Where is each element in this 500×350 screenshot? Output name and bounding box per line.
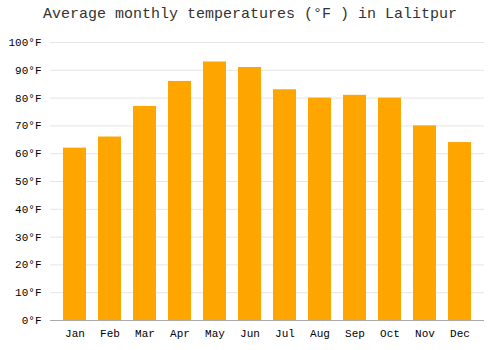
html-text:Average monthly temperatures (: Average monthly temperatures (°F ) in La… [43, 6, 457, 23]
svg-text:Oct: Oct [380, 328, 400, 340]
svg-text:Mar: Mar [135, 328, 155, 340]
svg-text:May: May [205, 328, 225, 340]
svg-text:20°F: 20°F [15, 259, 41, 271]
svg-text:50°F: 50°F [15, 176, 41, 188]
svg-text:40°F: 40°F [15, 204, 41, 216]
svg-text:60°F: 60°F [15, 148, 41, 160]
svg-text:Feb: Feb [100, 328, 120, 340]
svg-text:Aug: Aug [310, 328, 330, 340]
svg-text:Sep: Sep [345, 328, 365, 340]
svg-text:Jul: Jul [275, 328, 295, 340]
svg-text:Dec: Dec [450, 328, 470, 340]
svg-text:80°F: 80°F [15, 93, 41, 105]
svg-text:70°F: 70°F [15, 120, 41, 132]
svg-text:0°F: 0°F [22, 315, 42, 327]
svg-text:Nov: Nov [415, 328, 435, 340]
svg-text:Jun: Jun [240, 328, 260, 340]
svg-text:30°F: 30°F [15, 232, 41, 244]
svg-text:90°F: 90°F [15, 65, 41, 77]
svg-text:100°F: 100°F [8, 37, 41, 49]
svg-text:Jan: Jan [65, 328, 85, 340]
svg-text:Apr: Apr [170, 328, 190, 340]
svg-text:10°F: 10°F [15, 287, 41, 299]
